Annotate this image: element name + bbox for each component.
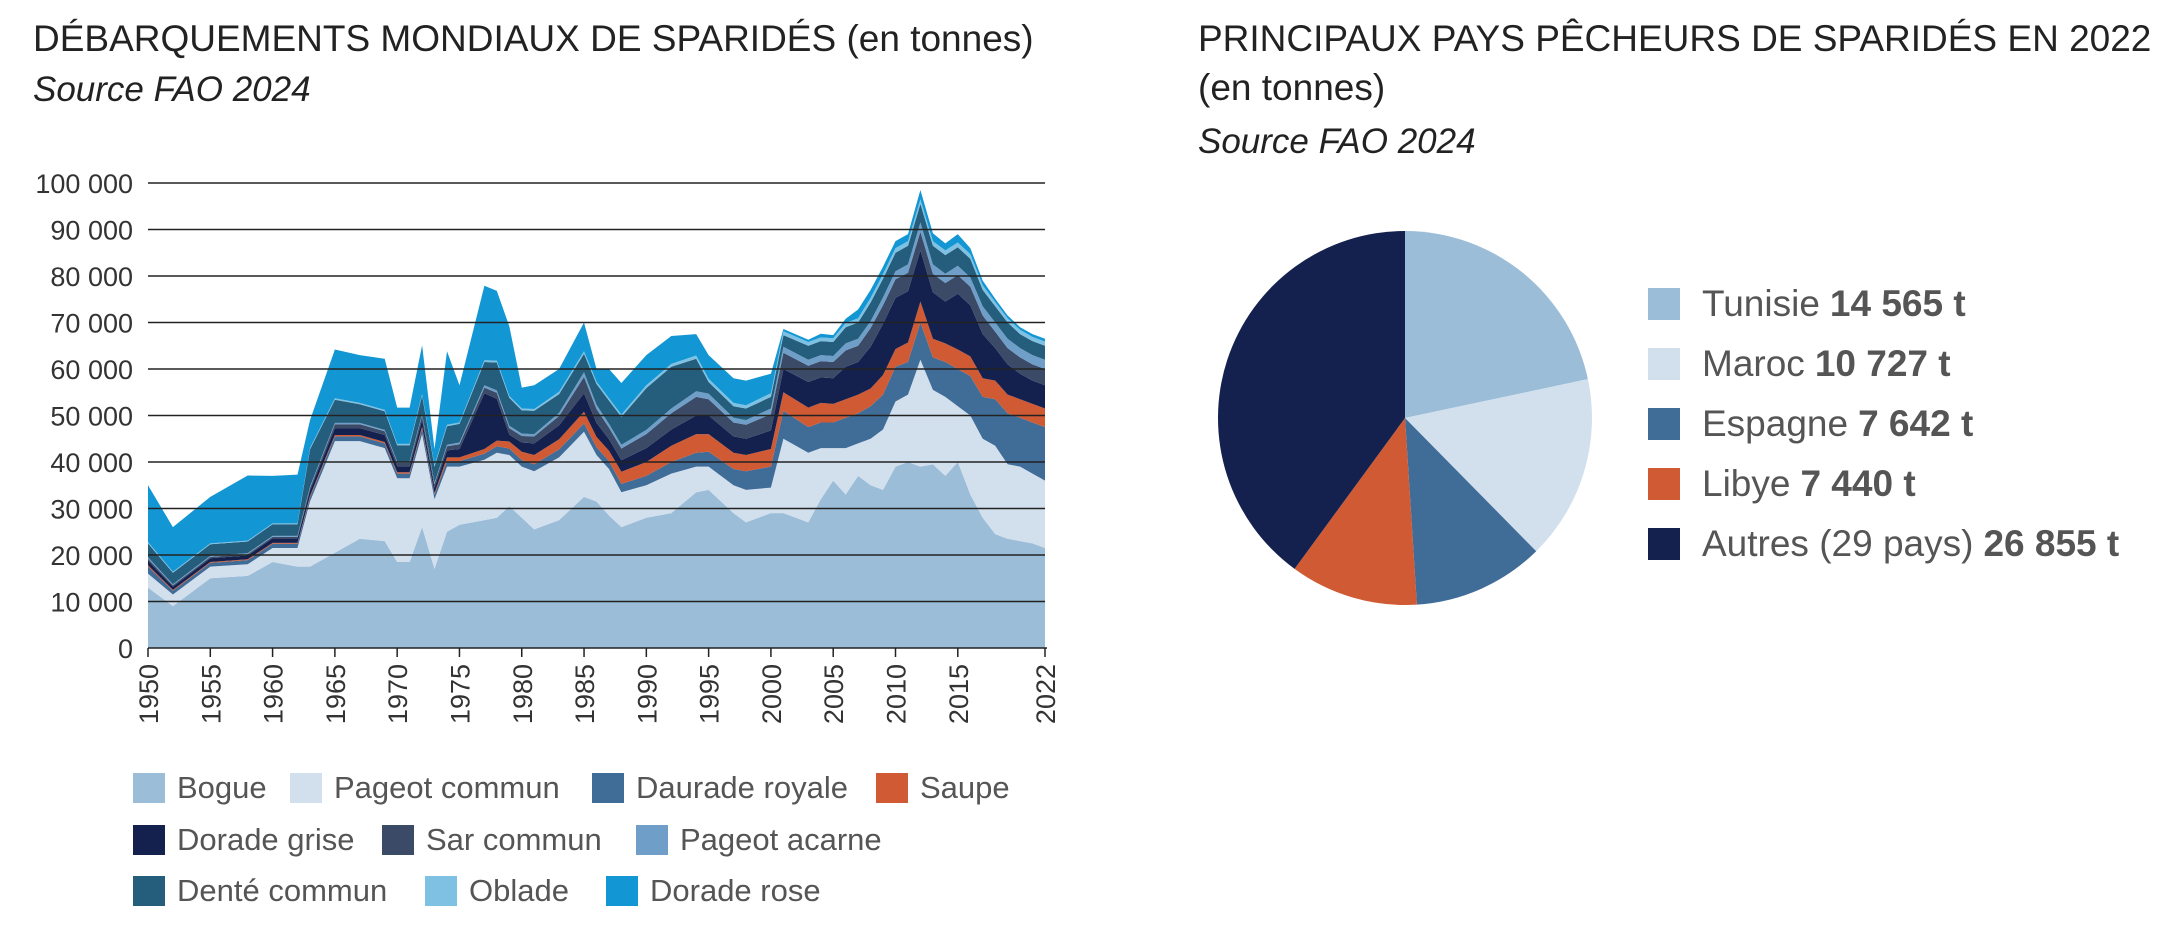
legend-item: Oblade [425, 873, 569, 909]
pie-legend-item: Espagne 7 642 t [1648, 403, 1973, 445]
legend-label: Oblade [469, 873, 569, 908]
legend-label: Denté commun [177, 873, 388, 908]
x-tick-label: 1980 [508, 664, 538, 724]
x-tick-label: 1975 [445, 664, 475, 724]
x-tick-label: 2000 [757, 664, 787, 724]
x-tick-label: 1965 [321, 664, 351, 724]
pie-legend-item: Tunisie 14 565 t [1648, 283, 1966, 325]
area-chart-title: DÉBARQUEMENTS MONDIAUX DE SPARIDÉS (en t… [33, 18, 1034, 59]
area-series-pageot-commun [148, 359, 1045, 607]
pie-legend-swatch [1648, 408, 1680, 440]
legend-swatch [636, 825, 668, 855]
pie-legend-label: Tunisie [1702, 283, 1820, 324]
x-tick-label: 1950 [134, 664, 164, 724]
y-gridlines [148, 182, 1045, 603]
legend-swatch [592, 773, 624, 803]
pie-legend-swatch [1648, 348, 1680, 380]
area-series-daurade-royale [148, 322, 1045, 595]
legend-label: Pageot acarne [680, 822, 882, 857]
area-series-denté-commun [148, 203, 1045, 585]
legend-label: Pageot commun [334, 770, 560, 805]
area-series-saupe [148, 301, 1045, 591]
y-tick-label: 90 000 [50, 216, 133, 246]
legend-item: Pageot commun [290, 770, 560, 806]
pie-legend-value: 10 727 t [1814, 343, 1951, 384]
y-tick-label: 50 000 [50, 402, 133, 432]
pie-legend-label: Maroc [1702, 343, 1805, 384]
y-tick-label: 70 000 [50, 309, 133, 339]
area-chart-source: Source FAO 2024 [33, 70, 311, 109]
x-tick-label: 1970 [383, 664, 413, 724]
y-tick-label: 40 000 [50, 448, 133, 478]
y-tick-label: 60 000 [50, 355, 133, 385]
legend-label: Dorade grise [177, 822, 355, 857]
legend-label: Daurade royale [636, 770, 848, 805]
pie-slice-espagne [1405, 418, 1537, 605]
legend-swatch [290, 773, 322, 803]
x-tick-label: 2010 [882, 664, 912, 724]
x-tick-label: 1995 [695, 664, 725, 724]
pie-legend-value: 7 440 t [1800, 463, 1916, 504]
pie-slice-maroc [1405, 379, 1593, 552]
x-tick-label: 1955 [196, 664, 226, 724]
x-tick-label: 2005 [819, 664, 849, 724]
legend-label: Sar commun [426, 822, 602, 857]
legend-swatch [425, 876, 457, 906]
x-tick-label: 1990 [632, 664, 662, 724]
y-tick-label: 10 000 [50, 588, 133, 618]
area-series-dorade-rose [148, 190, 1045, 572]
legend-swatch [606, 876, 638, 906]
legend-swatch [876, 773, 908, 803]
x-tick-label: 1960 [259, 664, 289, 724]
y-tick-label: 30 000 [50, 495, 133, 525]
pie-chart-title-line1: PRINCIPAUX PAYS PÊCHEURS DE SPARIDÉS EN … [1198, 18, 2152, 59]
legend-swatch [133, 773, 165, 803]
pie-chart [1218, 231, 1593, 605]
area-chart: 0 10 000 20 000 30 000 40 000 50 000 60 000 70 … [35, 169, 1061, 724]
x-tick-label: 1985 [570, 664, 600, 724]
area-layers [148, 190, 1045, 648]
legend-item: Saupe [876, 770, 1010, 806]
legend-label: Bogue [177, 770, 267, 805]
legend-item: Dorade grise [133, 822, 354, 858]
pie-legend-value: 26 855 t [1983, 523, 2120, 564]
pie-legend-value: 14 565 t [1829, 283, 1966, 324]
legend-label: Dorade rose [650, 873, 821, 908]
pie-legend-value: 7 642 t [1858, 403, 1974, 444]
legend-item: Denté commun [133, 873, 387, 909]
x-tick-label: 2022 [1031, 664, 1061, 724]
pie-legend-swatch [1648, 528, 1680, 560]
y-tick-label: 20 000 [50, 541, 133, 571]
pie-legend-swatch [1648, 468, 1680, 500]
pie-legend-label: Autres (29 pays) [1702, 523, 1974, 564]
pie-legend-item: Autres (29 pays) 26 855 t [1648, 523, 2119, 565]
y-tick-label: 80 000 [50, 262, 133, 292]
legend-item: Pageot acarne [636, 822, 882, 858]
pie-legend-label: Espagne [1702, 403, 1849, 444]
legend-swatch [133, 825, 165, 855]
legend-swatch [133, 876, 165, 906]
area-series-sar-commun [148, 231, 1045, 587]
y-tick-label: 0 [118, 634, 133, 664]
pie-chart-title-line2: (en tonnes) [1198, 67, 1386, 108]
pie-slice-autres [1218, 231, 1405, 569]
pie-chart-source: Source FAO 2024 [1198, 122, 1476, 161]
legend-item: Sar commun [382, 822, 602, 858]
legend-item: Daurade royale [592, 770, 848, 806]
pie-legend-item: Libye 7 440 t [1648, 463, 1916, 505]
y-tick-label: 100 000 [35, 169, 133, 199]
pie-legend-swatch [1648, 288, 1680, 320]
legend-item: Bogue [133, 770, 267, 806]
x-tick-label: 2015 [944, 664, 974, 724]
pie-slice-tunisie [1405, 231, 1588, 418]
legend-swatch [382, 825, 414, 855]
legend-label: Saupe [920, 770, 1010, 805]
pie-legend-item: Maroc 10 727 t [1648, 343, 1951, 385]
legend-item: Dorade rose [606, 873, 821, 909]
pie-legend-label: Libye [1702, 463, 1791, 504]
pie-slice-libye [1294, 418, 1417, 605]
